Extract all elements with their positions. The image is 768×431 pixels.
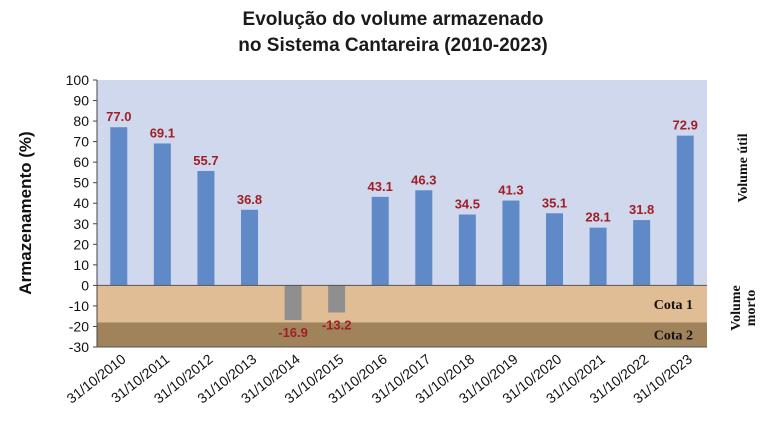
y-tick-label-12: -20: [69, 318, 89, 334]
bar-10: [546, 213, 563, 286]
y-tick-label-7: 30: [73, 216, 89, 232]
side-label-volume-util: Volume útil: [736, 133, 751, 202]
y-tick-label-13: -30: [69, 339, 89, 355]
band-cota-1: [97, 285, 707, 323]
bar-8: [458, 214, 476, 286]
y-tick-label-9: 10: [73, 257, 89, 273]
data-label-1: 69.1: [150, 125, 175, 140]
data-label-8: 34.5: [455, 197, 480, 212]
band-label-2: Cota 2: [654, 329, 693, 344]
data-label-6: 43.1: [368, 179, 393, 194]
bar-9: [502, 200, 520, 286]
data-label-13: 72.9: [673, 118, 698, 133]
y-tick-label-10: 0: [81, 277, 89, 293]
y-tick-label-3: 70: [73, 134, 89, 150]
data-label-4: -16.9: [278, 325, 308, 340]
data-label-2: 55.7: [193, 153, 218, 168]
side-label-volume-morto-line1: Volume: [729, 285, 744, 330]
data-label-3: 36.8: [237, 192, 262, 207]
data-label-5: -13.2: [322, 317, 352, 332]
data-label-7: 46.3: [411, 172, 436, 187]
data-label-12: 31.8: [629, 202, 654, 217]
bar-12: [633, 220, 651, 286]
data-label-10: 35.1: [542, 195, 567, 210]
data-label-9: 41.3: [498, 183, 523, 198]
bar-1: [153, 143, 171, 286]
y-tick-label-11: -10: [69, 298, 89, 314]
bar-2: [197, 170, 215, 286]
bar-6: [371, 196, 389, 286]
band-label-1: Cota 1: [654, 298, 693, 313]
y-tick-label-8: 20: [73, 236, 89, 252]
y-tick-label-1: 90: [73, 93, 89, 109]
chart-title-line-1: Evolução do volume armazenado: [243, 9, 544, 30]
bar-3: [241, 209, 258, 286]
y-tick-label-4: 60: [73, 154, 89, 170]
plot-background: [97, 80, 707, 286]
bar-7: [415, 190, 433, 286]
band-cota-2: [97, 322, 707, 347]
y-tick-label-5: 50: [73, 175, 89, 191]
bar-11: [589, 227, 607, 286]
side-label-volume-morto-line2: morto: [744, 290, 759, 327]
y-tick-label-0: 100: [66, 72, 90, 88]
data-label-11: 28.1: [585, 210, 610, 225]
y-axis-label: Armazenamento (%): [16, 131, 35, 294]
data-label-0: 77.0: [106, 109, 131, 124]
bar-13: [676, 135, 694, 286]
chart-title-line-2: no Sistema Cantareira (2010-2023): [238, 35, 547, 56]
bar-5: [328, 285, 346, 313]
bar-0: [110, 127, 128, 286]
bar-4: [284, 285, 302, 321]
y-tick-label-2: 80: [73, 113, 89, 129]
y-tick-label-6: 40: [73, 195, 89, 211]
